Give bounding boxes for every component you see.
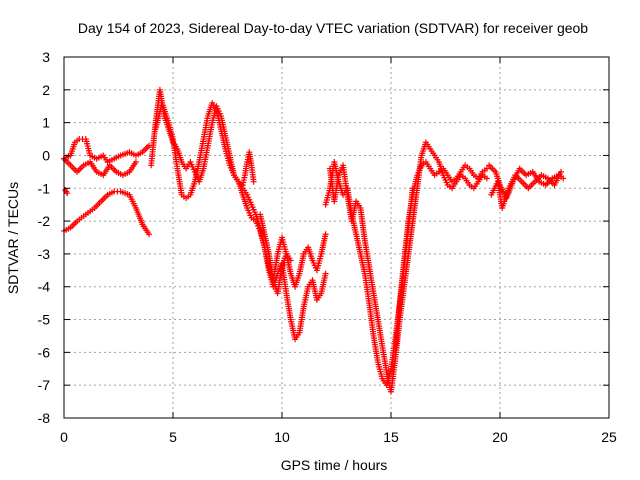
series-track-d	[62, 186, 71, 197]
x-axis-label: GPS time / hours	[281, 457, 388, 473]
y-tick-label: -4	[38, 279, 51, 295]
y-tick-label: -6	[38, 344, 51, 360]
plot-frame	[63, 56, 610, 419]
data-points	[61, 86, 567, 395]
data-point	[287, 257, 294, 264]
series-track-b	[61, 155, 139, 179]
x-tick-label: 10	[274, 429, 290, 445]
series-track-m	[488, 168, 565, 211]
y-tick-label: 3	[42, 49, 50, 65]
x-tick-label: 15	[383, 429, 399, 445]
y-axis-label: SDTVAR / TECUs	[5, 182, 21, 294]
y-tick-label: 0	[42, 147, 50, 163]
x-tick-label: 20	[492, 429, 508, 445]
data-point	[322, 231, 329, 238]
data-point	[560, 175, 567, 182]
series-track-l	[486, 162, 567, 202]
data-point	[322, 270, 329, 277]
y-tick-label: -8	[38, 410, 51, 426]
x-tick-label: 5	[169, 429, 177, 445]
y-tick-label: -5	[38, 312, 51, 328]
data-point	[409, 185, 416, 192]
y-tick-label: -7	[38, 377, 51, 393]
y-tick-label: -2	[38, 213, 51, 229]
y-tick-label: 1	[42, 115, 50, 131]
x-tick-label: 25	[601, 429, 617, 445]
series-track-g	[239, 149, 257, 188]
y-tick-label: -1	[38, 180, 51, 196]
data-point	[558, 168, 565, 175]
data-point	[483, 165, 490, 172]
y-tick-label: 2	[42, 82, 50, 98]
series-track-h	[257, 211, 294, 297]
y-tick-label: -3	[38, 246, 51, 262]
grid	[64, 57, 609, 418]
series-track-k	[392, 185, 416, 356]
data-point	[250, 178, 257, 185]
data-point	[483, 175, 490, 182]
tick-labels: 0 5 10 15 20 25 -8 -7 -6 -5 -4 -3 -2 -1 0 1 2 3	[38, 49, 617, 445]
x-tick-label: 0	[60, 429, 68, 445]
chart-title: Day 154 of 2023, Sidereal Day-to-day VTE…	[78, 20, 588, 36]
data-point	[132, 159, 139, 166]
data-point	[146, 231, 153, 238]
axis-ticks	[63, 56, 610, 419]
data-point	[64, 190, 71, 197]
